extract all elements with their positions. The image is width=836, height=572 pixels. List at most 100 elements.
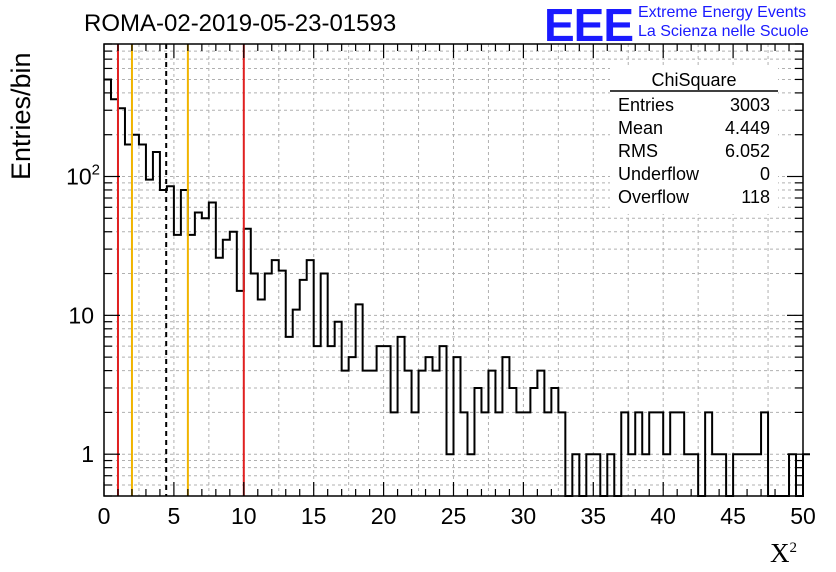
histogram-bin	[118, 108, 125, 496]
histogram-bin	[202, 218, 209, 496]
histogram-bin	[761, 412, 768, 496]
histogram-bin	[104, 79, 111, 496]
chart-title: ROMA-02-2019-05-23-01593	[84, 10, 397, 37]
histogram-bin	[195, 213, 202, 496]
histogram-bin	[677, 412, 684, 496]
histogram-bin	[537, 371, 544, 496]
x-tick-label: 25	[441, 503, 467, 529]
histogram-bin	[300, 280, 307, 496]
histogram-outline	[104, 78, 810, 497]
histogram-bin	[440, 346, 447, 496]
stats-row-label: Overflow	[618, 187, 690, 207]
x-tick-label: 30	[511, 503, 537, 529]
histogram-bin	[460, 412, 467, 496]
histogram-bin	[705, 412, 712, 496]
histogram-bin	[747, 454, 754, 496]
histogram-bin	[293, 310, 300, 496]
histogram-bin	[181, 190, 188, 496]
histogram-bin	[125, 144, 132, 496]
histogram-bin	[670, 412, 677, 496]
stats-row-value: 3003	[730, 95, 770, 115]
histogram-bin	[719, 454, 726, 496]
x-axis-label-sup: 2	[789, 540, 798, 556]
stats-row-label: Mean	[618, 118, 663, 138]
histogram-bin	[209, 202, 216, 496]
histogram-bin	[335, 322, 342, 496]
logo-line-2: La Scienza nelle Scuole	[638, 23, 809, 40]
histogram-bin	[474, 388, 481, 496]
histogram-bin	[586, 454, 593, 496]
histogram-bin	[216, 258, 223, 496]
histogram-bin	[754, 454, 761, 496]
histogram-bin	[188, 235, 195, 496]
histogram-bin	[237, 291, 244, 496]
histogram-bin	[244, 229, 251, 496]
histogram-bin	[370, 371, 377, 496]
y-tick-label: 1	[81, 441, 94, 467]
histogram-bin	[146, 180, 153, 496]
x-tick-label: 5	[168, 503, 181, 529]
histogram-bin	[516, 412, 523, 496]
histogram-bin	[628, 454, 635, 496]
histogram-bin	[488, 371, 495, 496]
histogram-bin	[258, 300, 265, 496]
histogram-bin	[502, 357, 509, 496]
x-axis-label: X2	[770, 538, 797, 569]
histogram-bin	[733, 454, 740, 496]
x-tick-label: 20	[371, 503, 397, 529]
histogram-bin	[279, 271, 286, 496]
eee-logo: EEE	[544, 0, 634, 51]
histogram-bin	[447, 454, 454, 496]
histogram-bin	[691, 454, 698, 496]
histogram-bin	[391, 412, 398, 496]
histogram-bin	[349, 357, 356, 496]
x-tick-label: 35	[581, 503, 607, 529]
histogram-bin	[174, 235, 181, 496]
histogram-bin	[572, 454, 579, 496]
histogram-bin	[551, 388, 558, 496]
stats-row-value: 6.052	[725, 141, 770, 161]
histogram-bin	[377, 346, 384, 496]
histogram-bin	[314, 346, 321, 496]
histogram-bin	[272, 260, 279, 496]
histogram-bin	[684, 454, 691, 496]
histogram-bin	[523, 412, 530, 496]
x-tick-label: 45	[720, 503, 746, 529]
histogram-bin	[223, 240, 230, 496]
x-tick-label: 50	[790, 503, 816, 529]
histogram-bin	[481, 412, 488, 496]
histogram-bin	[544, 412, 551, 496]
x-tick-label: 0	[98, 503, 111, 529]
histogram-bin	[265, 274, 272, 496]
histogram-bin	[789, 454, 796, 496]
histogram-bin	[740, 454, 747, 496]
histogram-bin	[656, 412, 663, 496]
stats-row-label: Entries	[618, 95, 674, 115]
stats-row-value: 118	[741, 187, 770, 207]
histogram-bin	[251, 274, 258, 496]
histogram-bin	[803, 454, 810, 496]
histogram-bin	[607, 454, 614, 496]
histogram-bin	[286, 337, 293, 496]
histogram-bin	[558, 412, 565, 496]
eee-logo-letters: EEE	[544, 0, 634, 51]
y-tick-label: 10	[68, 302, 94, 328]
histogram-bin	[712, 454, 719, 496]
logo-line-1: Extreme Energy Events	[638, 4, 807, 21]
x-axis-label-base: X	[770, 538, 790, 568]
stats-row-value: 0	[760, 164, 770, 184]
histogram-bin	[509, 388, 516, 496]
histogram-bin	[230, 232, 237, 496]
x-tick-label: 15	[301, 503, 327, 529]
histogram-bin	[649, 412, 656, 496]
histogram-bin	[321, 274, 328, 496]
histogram-bin	[328, 346, 335, 496]
x-tick-label: 10	[231, 503, 257, 529]
histogram-bin	[111, 99, 118, 496]
histogram-bin	[167, 186, 174, 496]
histogram-bin	[495, 412, 502, 496]
histogram-bin	[342, 371, 349, 496]
histogram-bin	[419, 371, 426, 496]
